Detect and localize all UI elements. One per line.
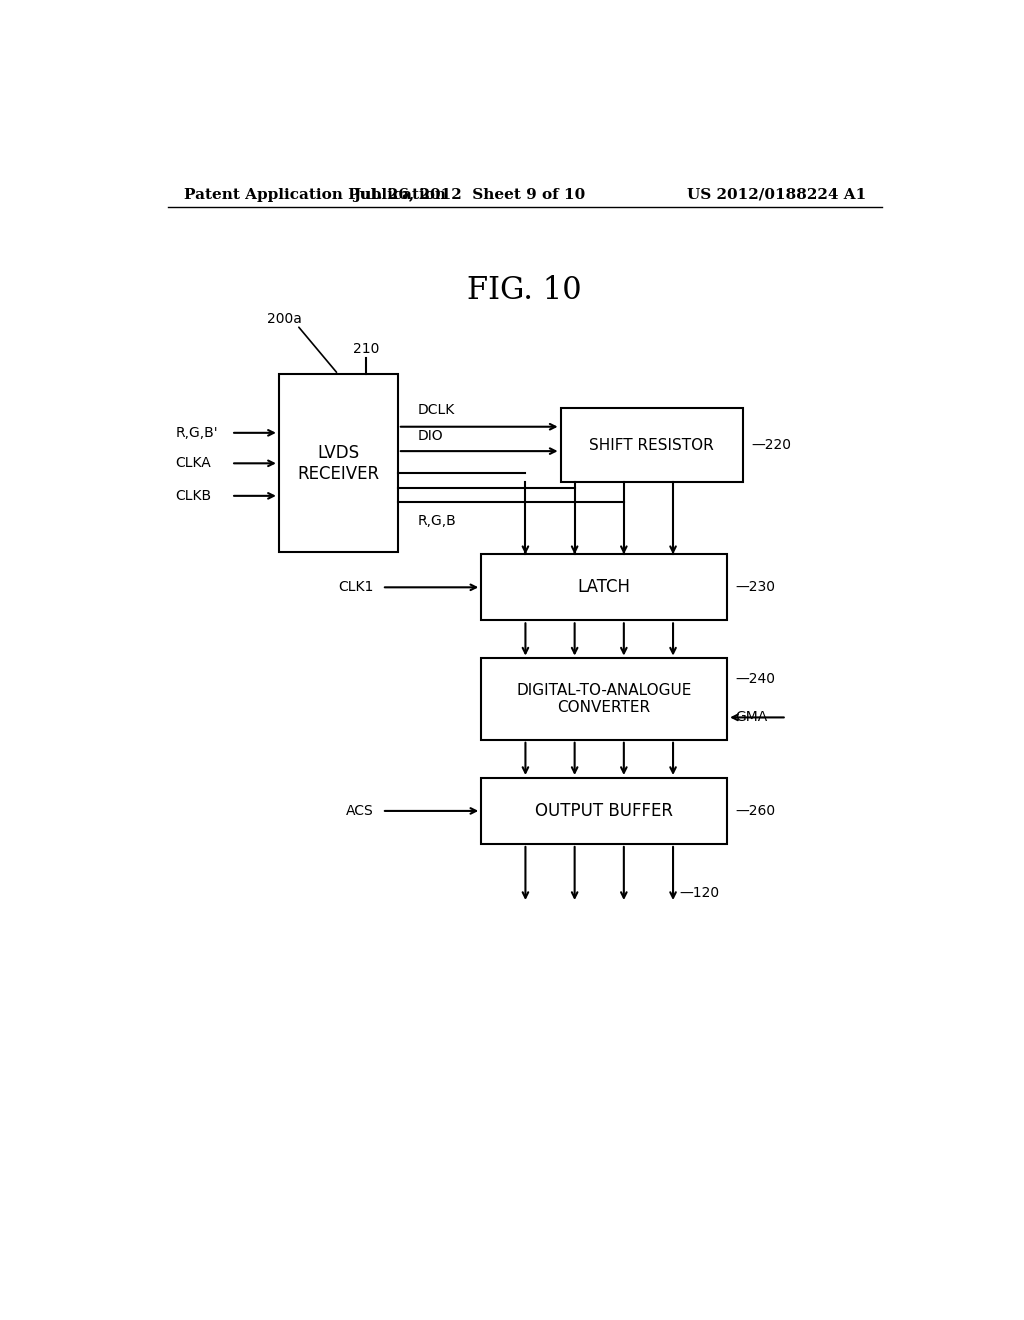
Text: —260: —260 — [735, 804, 775, 818]
Text: DCLK: DCLK — [418, 403, 455, 417]
FancyBboxPatch shape — [481, 659, 727, 739]
FancyBboxPatch shape — [279, 375, 397, 552]
FancyBboxPatch shape — [481, 777, 727, 843]
Text: LATCH: LATCH — [578, 578, 631, 597]
Text: ACS: ACS — [346, 804, 374, 818]
Text: CLKA: CLKA — [176, 457, 211, 470]
Text: Patent Application Publication: Patent Application Publication — [183, 187, 445, 202]
Text: —220: —220 — [751, 438, 791, 451]
Text: 210: 210 — [353, 342, 379, 356]
Text: CLKB: CLKB — [176, 488, 212, 503]
Text: OUTPUT BUFFER: OUTPUT BUFFER — [536, 803, 673, 820]
Text: SHIFT RESISTOR: SHIFT RESISTOR — [590, 437, 714, 453]
Text: CLK1: CLK1 — [339, 581, 374, 594]
Text: LVDS
RECEIVER: LVDS RECEIVER — [297, 444, 379, 483]
FancyBboxPatch shape — [481, 554, 727, 620]
Text: FIG. 10: FIG. 10 — [468, 275, 582, 306]
Text: —240: —240 — [735, 672, 775, 686]
Text: R,G,B: R,G,B — [418, 515, 457, 528]
FancyBboxPatch shape — [560, 408, 743, 482]
Text: —120: —120 — [679, 886, 720, 900]
Text: 200a: 200a — [267, 312, 302, 326]
Text: US 2012/0188224 A1: US 2012/0188224 A1 — [687, 187, 866, 202]
Text: DIGITAL-TO-ANALOGUE
CONVERTER: DIGITAL-TO-ANALOGUE CONVERTER — [516, 682, 692, 715]
Text: Jul. 26, 2012  Sheet 9 of 10: Jul. 26, 2012 Sheet 9 of 10 — [353, 187, 586, 202]
Text: GMA: GMA — [735, 710, 767, 725]
Text: —230: —230 — [735, 581, 775, 594]
Text: R,G,B': R,G,B' — [176, 426, 218, 440]
Text: DIO: DIO — [418, 429, 443, 444]
